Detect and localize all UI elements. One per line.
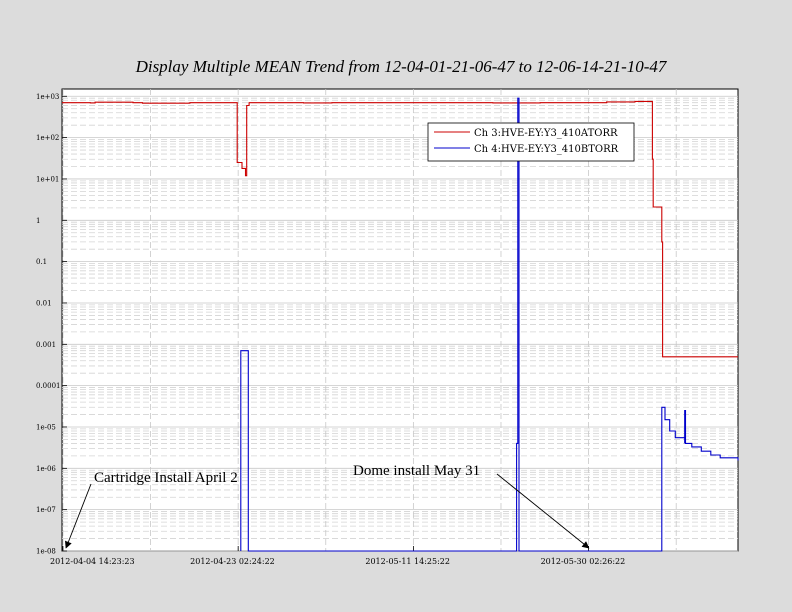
x-tick-label: 2012-05-30 02:26:22 [541,557,626,566]
y-tick-label: 0.1 [36,258,47,266]
y-tick-label: 0.001 [36,341,56,349]
legend: Ch 3:HVE-EY:Y3_410ATORR Ch 4:HVE-EY:Y3_41… [427,122,635,162]
y-tick-label: 1e+02 [36,134,59,142]
annotation-arrow [496,473,590,549]
legend-box [427,122,635,162]
series-lines [62,97,739,552]
y-tick-label: 0.0001 [36,382,61,390]
legend-entry: Ch 4:HVE-EY:Y3_410BTORR [474,144,619,155]
x-tick-label: 2012-04-04 14:23:23 [50,557,135,566]
y-tick-label: 1e-08 [36,548,56,556]
y-tick-label: 1e-06 [36,465,56,473]
series-line [62,100,738,358]
x-tick-label: 2012-05-11 14:25:22 [365,557,450,566]
x-axis-ticks: 2012-04-04 14:23:23 2012-04-23 02:24:22 20… [50,546,625,566]
y-tick-label: 1e-07 [36,506,56,514]
legend-entry: Ch 3:HVE-EY:Y3_410ATORR [474,128,618,139]
y-tick-label: 1e-05 [36,423,56,431]
chart-title: Display Multiple MEAN Trend from 12-04-0… [135,57,668,76]
grid-lines [62,89,738,552]
annotation-label: Dome install May 31 [353,463,480,479]
y-axis-ticks: 1e+03 1e+02 1e+01 1 0.1 0.01 0.001 0.0001 1e-05 1… [36,93,67,556]
annotation-arrow [65,483,92,549]
series-line [240,97,739,552]
annotation-label: Cartridge Install April 2 [94,470,238,486]
y-tick-label: 1 [36,217,40,225]
x-tick-label: 2012-04-23 02:24:22 [190,557,275,566]
y-tick-label: 0.01 [36,299,52,307]
y-tick-label: 1e+03 [36,93,59,101]
annotations: Cartridge Install April 2 Dome install Ma… [65,463,590,549]
plot-area [61,88,739,552]
y-tick-label: 1e+01 [36,175,59,183]
